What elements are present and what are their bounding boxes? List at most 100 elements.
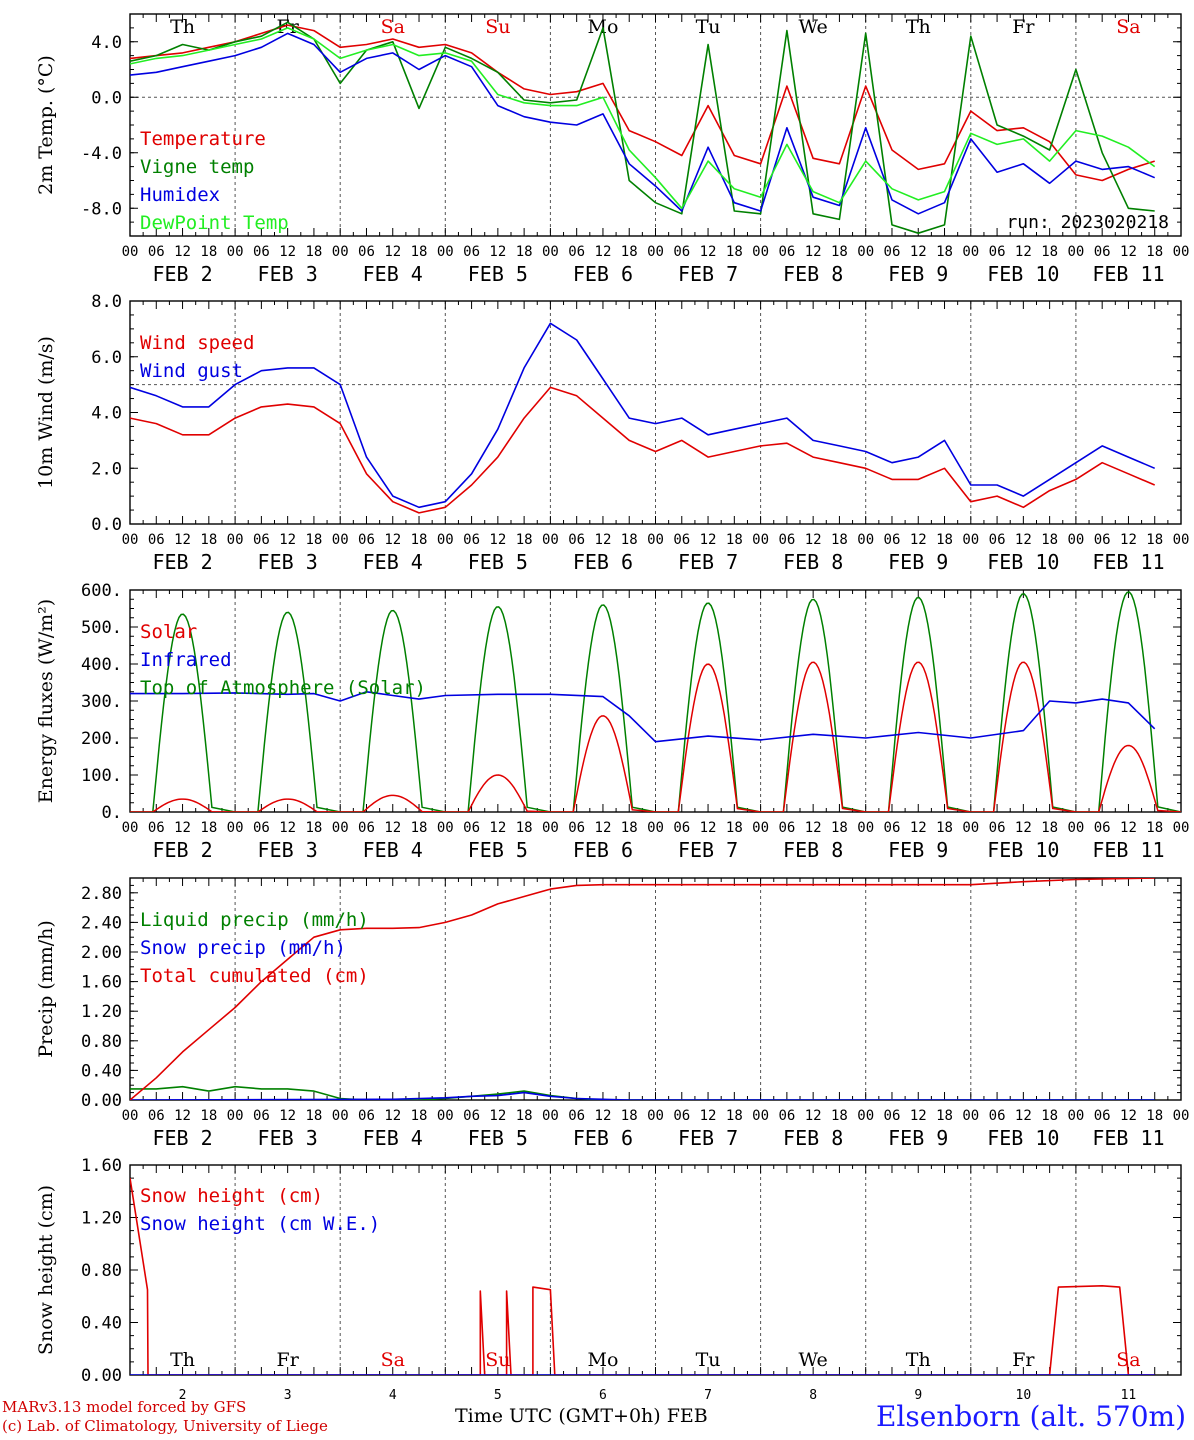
- hour-tick-label: 06: [148, 532, 165, 548]
- hour-tick-label: 12: [384, 244, 401, 260]
- legend-entry: Vigne temp: [140, 156, 254, 178]
- hour-tick-label: 00: [1173, 1108, 1190, 1124]
- hour-tick-label: 18: [726, 532, 743, 548]
- y-axis-label: Energy fluxes (W/m²): [35, 599, 57, 803]
- weekday-label: We: [799, 16, 828, 38]
- series-vigne-temp: [130, 21, 1155, 234]
- legend-entry: Snow height (cm): [140, 1185, 323, 1207]
- hour-tick-label: 00: [437, 820, 454, 836]
- series-wind-speed: [130, 386, 1156, 514]
- y-tick-label: 2.0: [91, 459, 122, 479]
- hour-tick-label: 12: [279, 820, 296, 836]
- weekday-label: Sa: [1116, 1349, 1140, 1371]
- y-tick-label: 6.0: [91, 348, 122, 368]
- hour-tick-label: 06: [568, 244, 585, 260]
- legend-entry: Infrared: [140, 649, 232, 671]
- series-dewpoint-temp: [130, 27, 1156, 210]
- hour-tick-label: 00: [647, 244, 664, 260]
- date-label: FEB 3: [258, 838, 318, 862]
- date-label: FEB 6: [573, 1126, 633, 1150]
- legend-entry: Total cumulated (cm): [140, 965, 369, 987]
- hour-tick-label: 00: [227, 1108, 244, 1124]
- hour-tick-label: 06: [148, 244, 165, 260]
- legend-entry: Snow height (cm W.E.): [140, 1213, 380, 1235]
- hour-tick-label: 06: [778, 1108, 795, 1124]
- hour-tick-label: 18: [411, 1108, 428, 1124]
- series-humidex: [130, 32, 1156, 215]
- hour-tick-label: 06: [778, 820, 795, 836]
- hour-tick-label: 06: [673, 1108, 690, 1124]
- hour-tick-label: 18: [1041, 532, 1058, 548]
- hour-tick-label: 18: [831, 1108, 848, 1124]
- hour-tick-label: 00: [542, 532, 559, 548]
- hour-tick-label: 12: [910, 244, 927, 260]
- hour-tick-label: 06: [673, 820, 690, 836]
- x-axis-title: Time UTC (GMT+0h) FEB: [455, 1405, 708, 1427]
- hour-tick-label: 18: [305, 820, 322, 836]
- series-top-of-atmosphere-solar-: [130, 591, 1181, 812]
- hour-tick-label: 06: [1094, 820, 1111, 836]
- hour-tick-label: 06: [253, 820, 270, 836]
- hour-tick-label: 00: [857, 244, 874, 260]
- y-tick-label: 500.: [81, 618, 122, 638]
- hour-tick-label: 12: [174, 532, 191, 548]
- hour-tick-label: 12: [489, 532, 506, 548]
- y-tick-label: 8.0: [91, 292, 122, 312]
- y-tick-label: 0.80: [81, 1032, 122, 1052]
- hour-tick-label: 18: [1041, 244, 1058, 260]
- hour-tick-label: 06: [358, 244, 375, 260]
- hour-tick-label: 18: [200, 1108, 217, 1124]
- hour-tick-label: 12: [384, 1108, 401, 1124]
- plot-frame: [129, 300, 1182, 525]
- hour-tick-label: 06: [989, 244, 1006, 260]
- hour-tick-label: 18: [200, 532, 217, 548]
- weekday-label: Fr: [277, 1349, 300, 1371]
- hour-tick-label: 12: [910, 1108, 927, 1124]
- series-temperature: [130, 24, 1155, 182]
- hour-tick-label: 12: [700, 532, 717, 548]
- hour-tick-label: 06: [1094, 244, 1111, 260]
- legend-entry: Humidex: [140, 184, 220, 206]
- day-number: 3: [284, 1388, 292, 1403]
- hour-tick-label: 00: [122, 532, 139, 548]
- hour-tick-label: 18: [516, 532, 533, 548]
- weekday-label: Mo: [587, 16, 618, 38]
- hour-tick-label: 12: [279, 1108, 296, 1124]
- panel-5: 1.60 1.20 0.80 0.40 0.00 Snow height (cm) 2 3 4 5…: [35, 1156, 1182, 1403]
- hour-tick-label: 06: [148, 1108, 165, 1124]
- series-snow-precip-mm-h-: [130, 1091, 1155, 1100]
- hour-tick-label: 18: [936, 532, 953, 548]
- date-label: FEB 3: [258, 550, 318, 574]
- date-label: FEB 10: [987, 1126, 1059, 1150]
- hour-tick-label: 00: [1067, 244, 1084, 260]
- hour-tick-label: 00: [227, 820, 244, 836]
- hour-tick-label: 18: [516, 1108, 533, 1124]
- hour-tick-label: 00: [227, 532, 244, 548]
- credit-line-1: MARv3.13 model forced by GFS: [2, 1398, 247, 1416]
- legend-entry: Liquid precip (mm/h): [140, 909, 369, 931]
- weekday-label: We: [799, 1349, 828, 1371]
- y-axis-label: 2m Temp. (°C): [35, 55, 57, 195]
- hour-tick-label: 00: [1173, 532, 1190, 548]
- hour-tick-label: 00: [542, 820, 559, 836]
- hour-tick-label: 00: [647, 820, 664, 836]
- weekday-label: Fr: [1012, 16, 1035, 38]
- day-number: 7: [704, 1388, 712, 1403]
- date-label: FEB 11: [1092, 1126, 1164, 1150]
- panel-3: 600. 500. 400. 300. 200. 100. 0. Energy fluxes …: [35, 581, 1189, 862]
- hour-tick-label: 12: [489, 820, 506, 836]
- hour-tick-label: 06: [463, 820, 480, 836]
- date-label: FEB 11: [1092, 550, 1164, 574]
- hour-tick-label: 06: [989, 532, 1006, 548]
- hour-tick-label: 12: [595, 244, 612, 260]
- run-label: run: 2023020218: [1006, 212, 1169, 233]
- y-tick-label: 0.0: [91, 88, 122, 108]
- y-tick-label: 4.0: [91, 33, 122, 53]
- hour-tick-label: 12: [489, 1108, 506, 1124]
- hour-tick-label: 12: [279, 244, 296, 260]
- hour-tick-label: 06: [568, 532, 585, 548]
- date-label: FEB 3: [258, 1126, 318, 1150]
- y-tick-label: -8.0: [81, 199, 122, 219]
- day-number: 8: [809, 1388, 817, 1403]
